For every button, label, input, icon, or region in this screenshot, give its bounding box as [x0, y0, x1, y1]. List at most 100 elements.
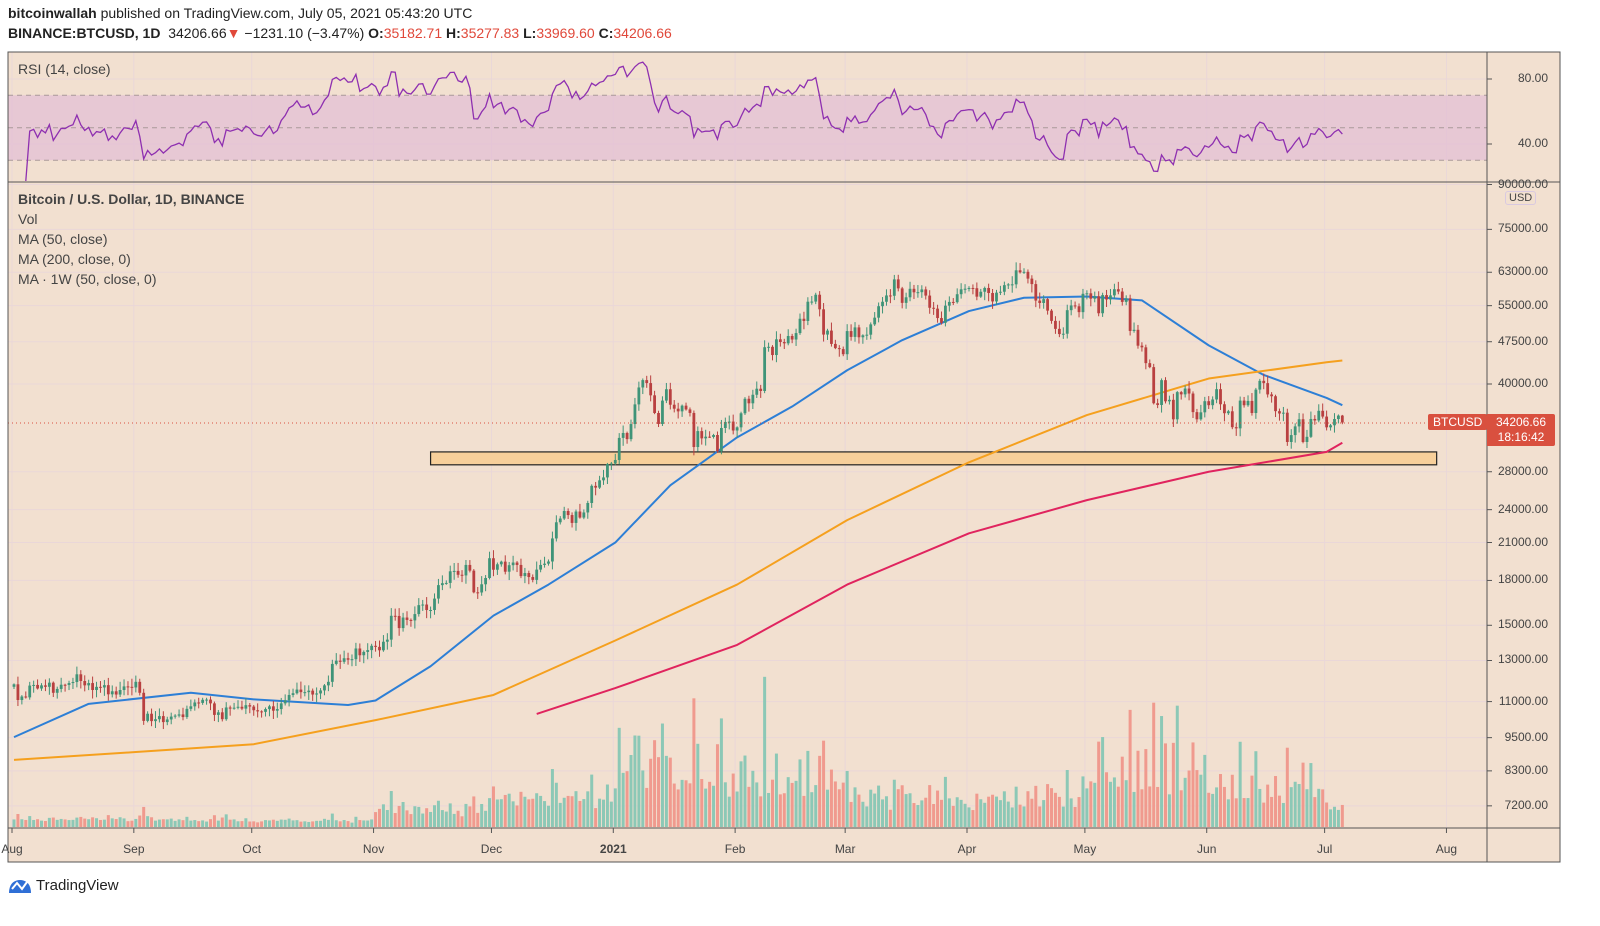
candle-body — [12, 684, 16, 687]
candle-body — [771, 346, 774, 356]
volume-bar — [680, 779, 684, 827]
volume-bar — [456, 810, 460, 827]
volume-bar — [767, 792, 771, 827]
volume-bar — [951, 805, 955, 827]
brand-name: TradingView — [36, 876, 119, 894]
price-change: −1231.10 (−3.47%) — [244, 25, 365, 41]
volume-bar — [212, 815, 216, 827]
candle-body — [944, 305, 947, 323]
time-tick-label: Aug — [1435, 842, 1458, 856]
volume-bar — [617, 727, 621, 827]
volume-bar — [963, 803, 967, 827]
time-tick-label: Nov — [362, 842, 385, 856]
volume-bar — [613, 788, 617, 827]
volume-bar — [417, 806, 421, 827]
candles — [12, 262, 1344, 730]
volume-bar — [1336, 809, 1340, 827]
volume-bar — [98, 819, 102, 827]
volume-bar — [869, 789, 873, 827]
volume-bar — [1089, 781, 1093, 827]
candle-body — [1002, 285, 1006, 292]
last-price-box: 34206.66 18:16:42 — [1487, 414, 1555, 446]
support-zone[interactable] — [429, 451, 1438, 466]
volume-bar — [362, 820, 366, 827]
legend-vol[interactable]: Vol — [18, 211, 38, 227]
tradingview-logo[interactable]: TradingView — [8, 876, 119, 894]
candle-body — [338, 660, 342, 662]
candle-body — [720, 427, 723, 452]
volume-bar — [523, 796, 527, 827]
volume-bar — [1175, 705, 1179, 827]
candle-body — [613, 459, 617, 464]
volume-bar — [311, 821, 315, 827]
volume-bar — [1262, 802, 1266, 827]
volume-bar — [1230, 774, 1234, 827]
candle-body — [488, 558, 491, 578]
candle-body — [330, 663, 334, 682]
volume-bar — [987, 796, 991, 827]
volume-bar — [1093, 782, 1097, 827]
candle-body — [244, 705, 248, 709]
volume-bar — [653, 740, 657, 827]
volume-bar — [393, 813, 397, 827]
candle-body — [425, 604, 429, 611]
volume-bar — [594, 808, 598, 827]
volume-bar — [440, 810, 444, 827]
candle-body — [1054, 320, 1057, 329]
currency-badge[interactable]: USD — [1505, 191, 1537, 205]
candle-body — [362, 651, 366, 656]
candle-body — [1203, 401, 1207, 413]
candle-body — [1164, 380, 1167, 402]
volume-bar — [774, 753, 778, 827]
volume-bar — [877, 785, 881, 827]
candle-body — [743, 398, 747, 414]
candle-body — [456, 570, 460, 575]
candle-body — [55, 688, 59, 693]
volume-bar — [1097, 741, 1101, 827]
volume-bar — [818, 755, 822, 827]
volume-bar — [900, 785, 904, 827]
volume-bar — [315, 820, 319, 827]
volume-bar — [1163, 743, 1167, 827]
volume-bar — [943, 776, 947, 827]
candle-body — [645, 380, 649, 384]
rsi-legend[interactable]: RSI (14, close) — [18, 61, 111, 77]
candle-body — [393, 615, 397, 617]
volume-bar — [385, 809, 389, 827]
volume-bar — [1211, 793, 1215, 827]
volume-bar — [731, 773, 735, 827]
author[interactable]: bitcoinwallah — [8, 5, 97, 21]
volume-bar — [995, 796, 998, 827]
volume-bar — [1108, 781, 1112, 827]
volume-bar — [220, 817, 224, 827]
candle-body — [1065, 310, 1069, 334]
volume-bar — [562, 797, 566, 827]
candle-body — [1046, 299, 1049, 311]
candle-body — [476, 592, 480, 594]
main-legend-title[interactable]: Bitcoin / U.S. Dollar, 1D, BINANCE — [18, 191, 245, 207]
volume-bar — [71, 819, 75, 827]
candle-body — [1057, 328, 1061, 335]
candle-body — [240, 706, 244, 709]
candle-body — [484, 577, 487, 585]
candle-body — [1010, 284, 1014, 286]
candle-body — [558, 518, 562, 523]
volume-bar — [409, 814, 413, 827]
candle-body — [1050, 310, 1053, 321]
candle-body — [869, 324, 873, 335]
volume-bar — [12, 819, 16, 827]
volume-bar — [267, 820, 271, 827]
ma1w-line — [536, 441, 1343, 715]
candle-body — [1285, 412, 1289, 442]
legend-ma1w[interactable]: MA · 1W (50, close, 0) — [18, 271, 157, 287]
volume-bar — [688, 783, 692, 827]
price-tick-label: 90000.00 — [1497, 176, 1548, 191]
volume-bar — [884, 796, 888, 827]
candle-body — [1168, 399, 1171, 402]
legend-ma200[interactable]: MA (200, close, 0) — [18, 251, 131, 267]
candle-body — [181, 714, 185, 718]
candle-body — [892, 279, 896, 296]
volume-bar — [1069, 798, 1073, 827]
legend-ma50[interactable]: MA (50, close) — [18, 231, 108, 247]
